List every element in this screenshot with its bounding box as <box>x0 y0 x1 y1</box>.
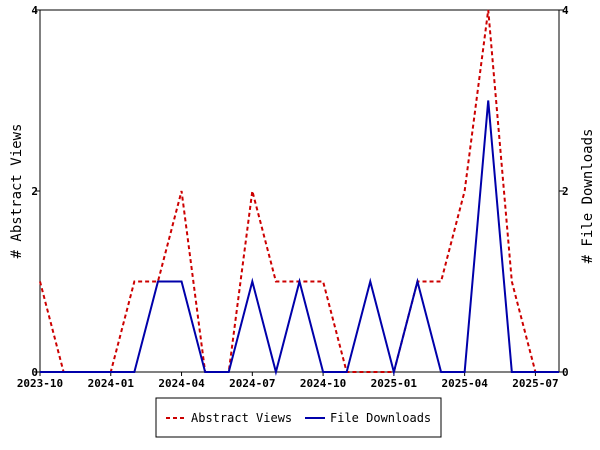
legend-label-abstract-views: Abstract Views <box>191 411 292 425</box>
y-tick-label: 0 <box>31 366 38 379</box>
y2-axis-title: # File Downloads <box>580 129 596 264</box>
x-tick-label: 2024-10 <box>300 377 346 390</box>
series-layer <box>39 9 559 376</box>
x-tick-label: 2025-07 <box>512 377 558 390</box>
x-tick-label: 2025-01 <box>371 377 418 390</box>
series-line-file-downloads <box>40 100 559 376</box>
legend-box <box>155 397 442 438</box>
y2-tick-label: 2 <box>562 185 569 198</box>
x-axis: 2023-10 2024-01 2024-04 2024-07 2024-10 2025-… <box>17 372 559 390</box>
legend-label-file-downloads: File Downloads <box>330 411 431 425</box>
x-tick-label: 2024-04 <box>158 377 205 390</box>
y-tick-label: 2 <box>31 185 38 198</box>
y2-tick-label: 4 <box>562 4 569 17</box>
x-tick-label: 2023-10 <box>17 377 63 390</box>
y-axis-right: 0 2 4 <box>559 4 569 379</box>
legend: Abstract Views File Downloads <box>155 397 442 438</box>
x-tick-label: 2025-04 <box>441 377 488 390</box>
y-tick-label: 4 <box>31 4 38 17</box>
y-axis-title: # Abstract Views <box>9 124 25 259</box>
y2-tick-label: 0 <box>562 366 569 379</box>
x-tick-label: 2024-07 <box>229 377 275 390</box>
y-axis-left: 0 2 4 <box>31 4 40 379</box>
x-tick-label: 2024-01 <box>88 377 135 390</box>
